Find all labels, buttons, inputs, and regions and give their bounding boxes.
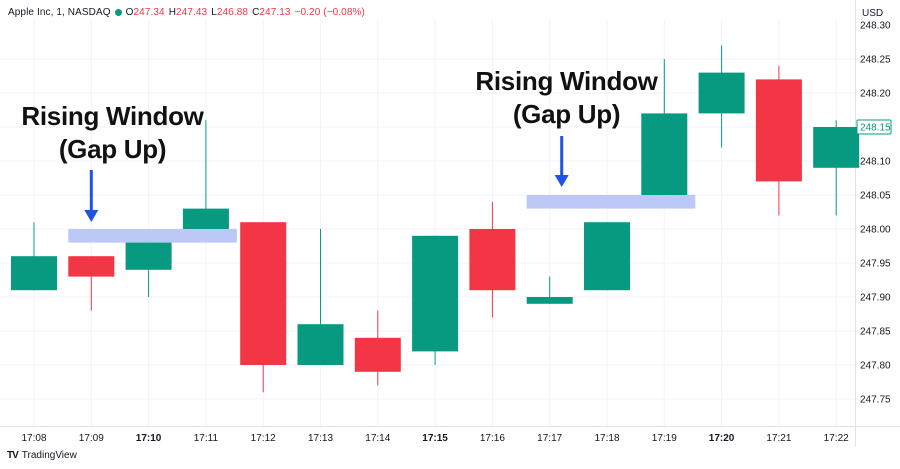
low-value: 246.88 bbox=[216, 7, 249, 18]
rising-window-band bbox=[526, 195, 696, 209]
candle-up bbox=[412, 235, 459, 365]
brand[interactable]: TV TradingView bbox=[7, 450, 77, 461]
candle-body bbox=[182, 208, 229, 229]
symbol-legend[interactable]: Apple Inc, 1, NASDAQ O247.34 H247.43 L246.8… bbox=[8, 7, 369, 18]
x-tick-label: 17:17 bbox=[537, 433, 562, 444]
annotation-subtitle: (Gap Up) bbox=[512, 99, 621, 129]
candle-up bbox=[297, 229, 344, 365]
annotation-title: Rising Window bbox=[21, 101, 204, 131]
candle-down bbox=[755, 65, 802, 216]
annotation-rising-window-1: Rising Window (Gap Up) bbox=[10, 100, 215, 166]
y-tick-label: 248.05 bbox=[860, 191, 891, 202]
x-tick-label: 17:21 bbox=[766, 433, 791, 444]
x-tick-label: 17:20 bbox=[709, 433, 735, 444]
y-tick-label-top: 248.30 bbox=[860, 21, 891, 32]
candle-body bbox=[813, 127, 860, 168]
candle-up bbox=[125, 242, 172, 297]
price-axis[interactable]: 247.75 247.80 247.85 247.90 247.95 248.00 248.… bbox=[856, 21, 892, 406]
candle-body bbox=[11, 256, 57, 291]
candle-body bbox=[297, 324, 344, 365]
x-tick-label: 17:12 bbox=[251, 433, 276, 444]
y-tick-label: 247.75 bbox=[860, 395, 891, 406]
candle-body bbox=[354, 337, 401, 372]
candle-up bbox=[641, 59, 688, 195]
market-status-dot-icon bbox=[114, 8, 122, 16]
candle-body bbox=[68, 256, 115, 277]
x-tick-label: 17:15 bbox=[422, 433, 448, 444]
y-tick-label: 247.80 bbox=[860, 361, 891, 372]
x-tick-label: 17:19 bbox=[652, 433, 677, 444]
candle-down bbox=[240, 222, 287, 393]
arrow-head-icon bbox=[84, 210, 99, 222]
y-tick-label: 248.25 bbox=[860, 55, 891, 66]
x-tick-label: 17:11 bbox=[194, 433, 219, 444]
x-tick-label: 17:09 bbox=[79, 433, 104, 444]
candle-body bbox=[755, 79, 802, 182]
y-tick-label: 247.90 bbox=[860, 293, 891, 304]
candle-body bbox=[469, 229, 516, 291]
close-value: 247.13 bbox=[259, 7, 291, 18]
candle-body bbox=[240, 222, 287, 365]
candle-body bbox=[584, 222, 630, 291]
y-tick-label: 248.00 bbox=[860, 225, 891, 236]
high-label: H bbox=[168, 7, 177, 18]
symbol-name: Apple Inc, 1, NASDAQ bbox=[8, 7, 111, 18]
candle-down bbox=[68, 256, 115, 311]
candles bbox=[11, 45, 860, 393]
candle-up bbox=[584, 222, 630, 291]
high-value: 247.43 bbox=[176, 7, 208, 18]
candle-up bbox=[526, 276, 573, 304]
chart-grid bbox=[0, 0, 900, 446]
candle-up bbox=[698, 45, 745, 148]
tradingview-logo-icon: TV bbox=[7, 450, 19, 461]
candle-body bbox=[698, 72, 745, 114]
candle-down bbox=[469, 201, 516, 318]
change-value: −0.20 (−0.08%) bbox=[294, 7, 365, 18]
candle-body bbox=[641, 113, 688, 195]
y-tick-label: 247.85 bbox=[860, 327, 891, 338]
last-price-badge bbox=[856, 119, 892, 135]
candle-up bbox=[11, 222, 57, 291]
x-tick-label: 17:13 bbox=[308, 433, 333, 444]
time-axis[interactable]: 17:08 17:09 17:10 17:11 17:12 17:13 17:14 17:15… bbox=[21, 433, 849, 444]
x-tick-label: 17:08 bbox=[21, 433, 46, 444]
x-tick-label: 17:16 bbox=[480, 433, 505, 444]
x-tick-label: 17:14 bbox=[365, 433, 390, 444]
candle-body bbox=[526, 297, 573, 304]
x-tick-label: 17:18 bbox=[594, 433, 619, 444]
brand-name: TradingView bbox=[21, 450, 77, 461]
last-price-label: 248.15 bbox=[860, 123, 891, 134]
candle-down bbox=[354, 310, 401, 386]
low-label: L bbox=[211, 7, 217, 18]
candle-body bbox=[125, 242, 172, 270]
arrow-head-icon bbox=[554, 175, 569, 187]
x-tick-label: 17:22 bbox=[824, 433, 849, 444]
candle-body bbox=[412, 235, 459, 352]
y-tick-label: 247.95 bbox=[860, 259, 891, 270]
y-tick-label: 248.20 bbox=[860, 89, 891, 100]
open-value: 247.34 bbox=[133, 7, 165, 18]
annotation-subtitle: (Gap Up) bbox=[58, 134, 167, 164]
currency-label[interactable]: USD bbox=[862, 8, 884, 19]
close-label: C bbox=[252, 7, 260, 18]
rising-window-band bbox=[68, 229, 237, 243]
annotation-rising-window-2: Rising Window (Gap Up) bbox=[464, 65, 669, 131]
annotation-arrows bbox=[84, 136, 569, 222]
candle-up bbox=[182, 120, 229, 229]
candle-up bbox=[813, 120, 860, 216]
x-tick-label: 17:10 bbox=[136, 433, 162, 444]
open-label: O bbox=[125, 7, 134, 18]
y-tick-label: 248.10 bbox=[860, 157, 891, 168]
rising-window-bands bbox=[68, 195, 696, 243]
annotation-title: Rising Window bbox=[475, 66, 658, 96]
